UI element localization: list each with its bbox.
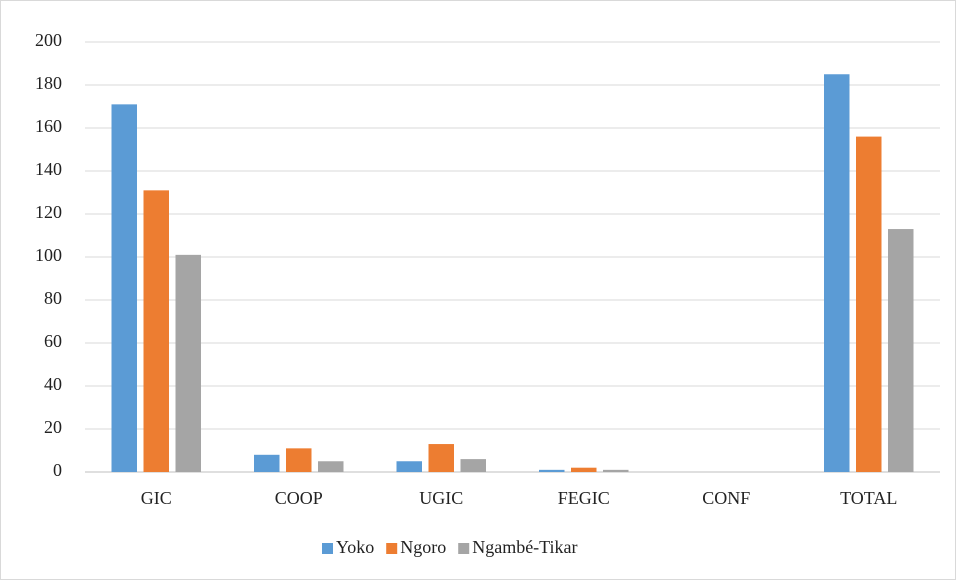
bar [111,104,137,472]
y-tick-label: 20 [44,417,62,437]
bar [603,469,629,472]
y-tick-label: 140 [35,159,62,179]
legend-label: Yoko [336,537,374,557]
bar [254,454,280,472]
y-tick-label: 60 [44,331,62,351]
bar [571,467,597,472]
x-tick-label: UGIC [419,488,463,508]
bar [428,444,454,472]
bar [175,254,201,472]
legend-label: Ngoro [400,537,446,557]
x-tick-label: CONF [702,488,750,508]
x-tick-label: TOTAL [840,488,897,508]
bar [824,74,850,472]
bar [856,136,882,472]
legend-swatch [458,543,470,554]
bar [396,461,422,472]
bar [318,461,344,472]
bar [888,229,914,472]
legend-label: Ngambé-Tikar [472,537,577,557]
legend-swatch [322,543,333,554]
bar [539,469,565,472]
x-tick-label: FEGIC [558,488,610,508]
legend-swatch [386,543,398,554]
x-tick-label: GIC [141,488,172,508]
y-tick-label: 80 [44,288,62,308]
bar [460,459,486,472]
y-tick-label: 100 [35,245,62,265]
x-tick-label: COOP [275,488,323,508]
y-tick-label: 160 [35,116,62,136]
y-tick-label: 40 [44,374,62,394]
bar [143,190,169,472]
y-tick-label: 120 [35,202,62,222]
y-tick-label: 180 [35,73,62,93]
y-tick-label: 0 [53,460,62,480]
bar [286,448,312,472]
y-tick-label: 200 [35,30,62,50]
